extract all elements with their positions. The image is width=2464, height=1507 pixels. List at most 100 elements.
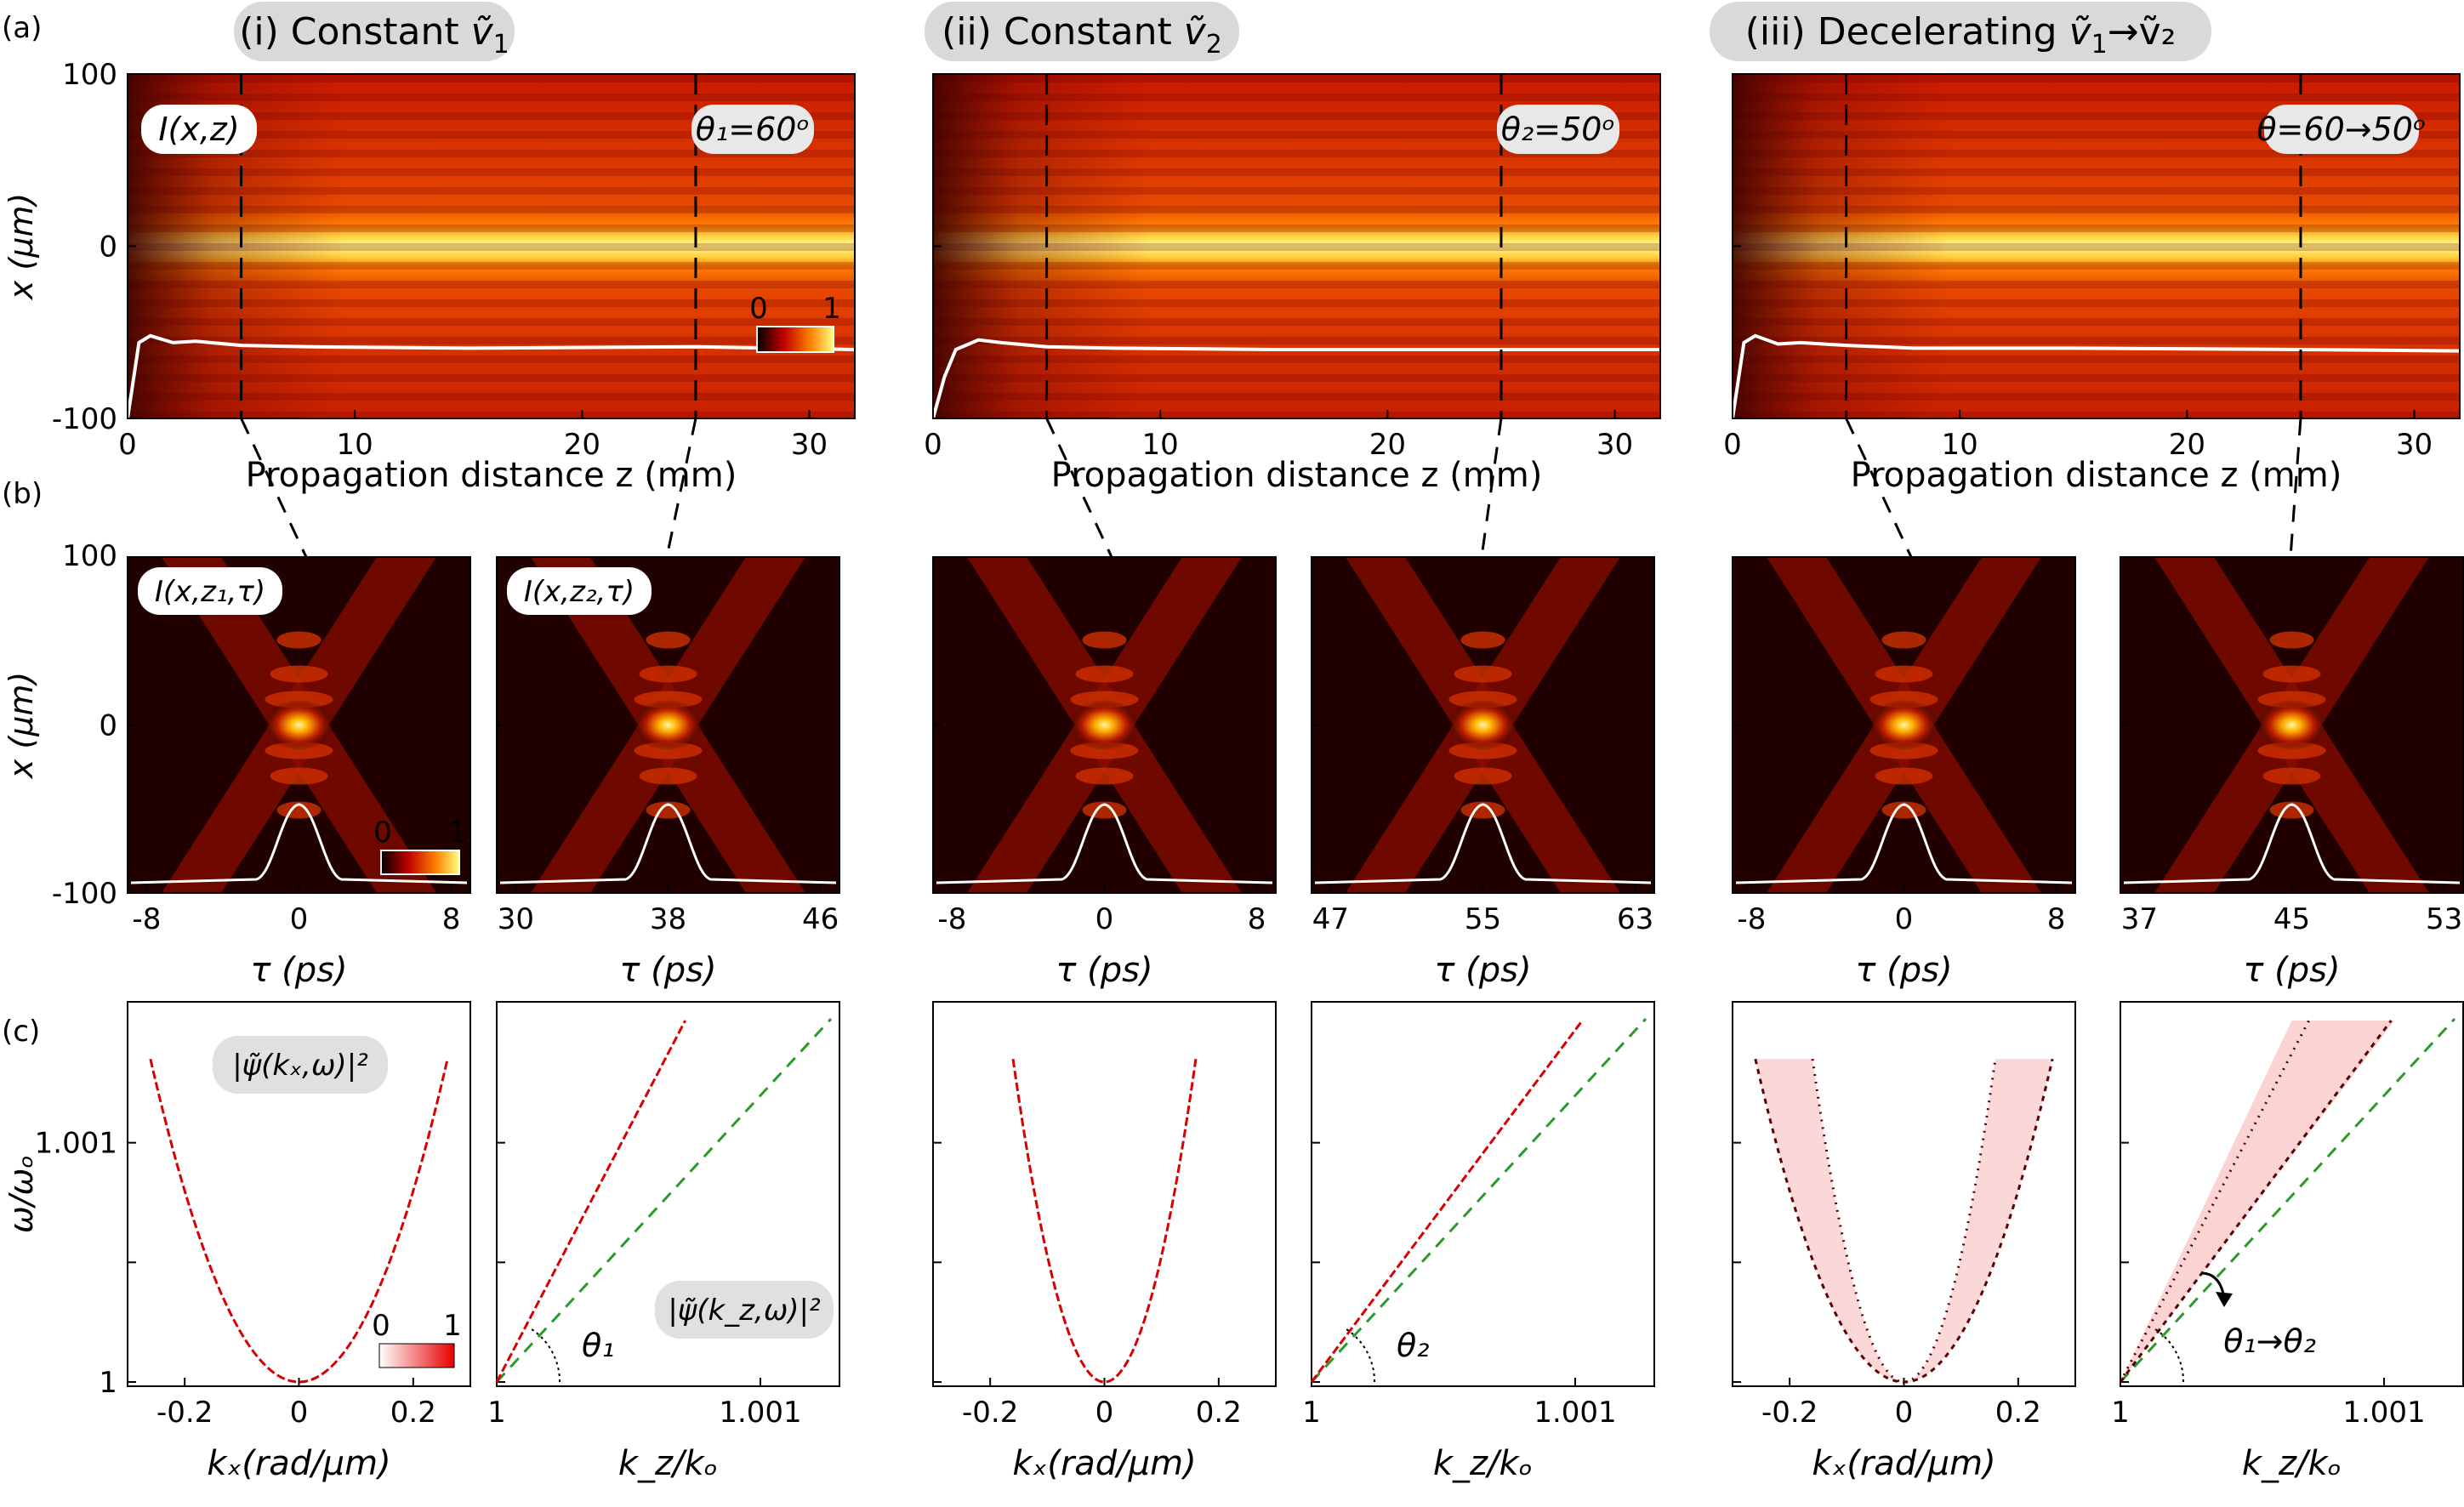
- central-spot: [1447, 699, 1519, 751]
- x-axis-label: Propagation distance z (mm): [246, 456, 737, 495]
- axes-frame: [932, 1001, 1277, 1387]
- x-axis-label: τ (ps): [619, 951, 716, 990]
- angle-label: θ=60→50ᵒ: [2256, 111, 2426, 148]
- colorbar-min: 0: [373, 816, 392, 850]
- spatiotemporal-heatmap-5: -8 0 8 τ (ps): [1732, 556, 2076, 990]
- x-tick-label: 37: [2121, 902, 2158, 936]
- axial-intensity-profile: [931, 338, 1660, 419]
- x-tick-label: 30: [498, 902, 534, 936]
- colorbar-c: [378, 1343, 455, 1368]
- x-tick-label: 30: [2396, 428, 2433, 462]
- heading-tail: →ṽ₂: [2108, 10, 2177, 54]
- angle-label: θ₂=50ᵒ: [1501, 111, 1615, 148]
- fringe: [1875, 665, 1933, 683]
- x-tick-label: 0: [118, 428, 137, 462]
- x-axis-label: τ (ps): [1056, 951, 1152, 990]
- column-heading-box: [925, 2, 1239, 61]
- spectral-line: [495, 1020, 686, 1383]
- temporal-profile: [1735, 803, 2073, 884]
- y-tick-label: 1: [99, 1366, 117, 1400]
- x-tick-label: 46: [802, 902, 839, 936]
- light-line: [1310, 1017, 1647, 1384]
- x-tick-label: 38: [650, 902, 686, 936]
- x-tick-label: -0.2: [156, 1396, 213, 1430]
- panel-tag: I(x,z): [158, 111, 239, 148]
- fringe: [1075, 767, 1134, 785]
- y-axis-label-a: x (μm): [3, 193, 40, 300]
- axial-heatmap-3: 0 10 20 30 Propagation distance z (mm) θ=60→5…: [1723, 73, 2461, 495]
- x-tick-label: 10: [1942, 428, 1978, 462]
- fringe: [1875, 767, 1933, 785]
- y-tick-label: -100: [52, 402, 117, 436]
- x-tick-label: 30: [791, 428, 828, 462]
- x-tick-label: 0: [1095, 902, 1114, 936]
- fringe: [276, 631, 322, 649]
- x-tick-label: 0: [1095, 1396, 1114, 1430]
- spatiotemporal-heatmap-6: 37 45 53 τ (ps): [2120, 556, 2464, 990]
- angle-arc: [528, 1327, 561, 1383]
- column-heading: (i) Constant ṽ1: [239, 10, 509, 60]
- y-tick-label: 100: [62, 58, 117, 92]
- x-tick-label: 20: [564, 428, 600, 462]
- tag-box: [213, 1036, 388, 1094]
- fringe: [2262, 665, 2321, 683]
- colorbar-a: [756, 326, 834, 353]
- colorbar-min: 0: [372, 1309, 390, 1343]
- angle-label-box: [691, 105, 814, 154]
- temporal-profile: [936, 803, 1273, 884]
- kx-spectrum-3: -0.2 0 0.2kₓ(rad/μm): [1732, 1001, 2076, 1483]
- panel-label-b: (b): [2, 477, 43, 511]
- angle-label: θ₂: [1397, 1327, 1429, 1364]
- x-tick-label: 0: [924, 428, 942, 462]
- panel-tag: |ψ̃(k_z,ω)|²: [668, 1294, 821, 1328]
- x-tick-label: 55: [1465, 902, 1501, 936]
- heading-symbol: ṽ: [2069, 10, 2092, 54]
- x-axis-label: k_z/kₒ: [618, 1444, 718, 1483]
- heading-prefix: (ii) Constant: [942, 10, 1184, 54]
- x-axis-label: τ (ps): [1434, 951, 1531, 990]
- connector: [240, 418, 308, 558]
- x-tick-label: 1.001: [719, 1396, 801, 1430]
- x-axis-label: k_z/kₒ: [1433, 1444, 1533, 1483]
- spectral-line: [1310, 1020, 1584, 1383]
- x-tick-label: 63: [1617, 902, 1653, 936]
- fringe: [270, 665, 328, 683]
- x-axis-label: kₓ(rad/μm): [1812, 1444, 1995, 1483]
- panel-tag: I(x,z₁,τ): [155, 575, 265, 609]
- angle-arrow: [2200, 1271, 2225, 1294]
- fringe: [1454, 767, 1512, 785]
- x-tick-label: 0.2: [1995, 1396, 2041, 1430]
- tag-box: [141, 105, 257, 154]
- axial-intensity-profile: [1731, 333, 2461, 419]
- central-spot: [1068, 699, 1141, 751]
- fringe: [1454, 665, 1512, 683]
- x-tick-label: -8: [937, 902, 966, 936]
- fringe: [1082, 631, 1127, 649]
- colorbar-max: 1: [448, 816, 467, 850]
- angle-label: θ₁=60ᵒ: [696, 111, 810, 148]
- x-tick-label: 30: [1596, 428, 1633, 462]
- y-tick-label: 0: [99, 709, 117, 743]
- x-tick-label: 0: [290, 902, 309, 936]
- angle-label: θ₁→θ₂: [2223, 1322, 2316, 1360]
- fringe: [646, 631, 691, 649]
- y-tick-label: -100: [52, 877, 117, 911]
- x-axis-label: kₓ(rad/μm): [1012, 1444, 1196, 1483]
- x-tick-label: 1.001: [2342, 1396, 2425, 1430]
- x-tick-label: 1: [487, 1396, 506, 1430]
- temporal-profile: [499, 803, 837, 884]
- x-tick-label: 10: [1142, 428, 1179, 462]
- column-heading-box: [1710, 2, 2211, 61]
- angle-label: θ₁: [582, 1327, 614, 1364]
- central-spot: [2256, 699, 2328, 751]
- spatiotemporal-heatmap-3: -8 0 8 τ (ps): [932, 556, 1277, 990]
- x-tick-label: 8: [442, 902, 461, 936]
- heading-symbol: ṽ: [471, 10, 494, 54]
- spectral-band: [2120, 1021, 2395, 1382]
- fringe: [2269, 631, 2314, 649]
- x-tick-label: 8: [2047, 902, 2066, 936]
- x-tick-label: 20: [1369, 428, 1406, 462]
- spatiotemporal-heatmap-4: 47 55 63 τ (ps): [1311, 556, 1655, 990]
